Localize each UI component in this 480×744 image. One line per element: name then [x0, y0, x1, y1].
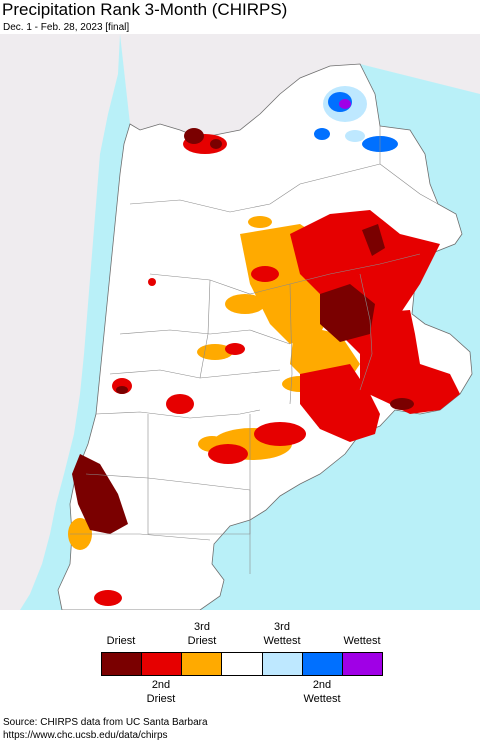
legend-label-third-wettest: 3rd Wettest [263, 621, 301, 647]
legend-swatch-driest [102, 653, 143, 675]
map-title: Precipitation Rank 3-Month (CHIRPS) [2, 0, 288, 19]
northern-outside-land [120, 34, 480, 138]
legend-swatch-third-wettest [262, 653, 303, 675]
legend-swatch-second-driest [142, 653, 183, 675]
western-land [0, 34, 120, 610]
legend-label-driest: Driest [106, 635, 136, 647]
legend-label-third-driest: 3rd Driest [187, 621, 217, 647]
legend-label-second-wettest: 2nd Wettest [303, 679, 341, 705]
map-subtitle: Dec. 1 - Feb. 28, 2023 [final] [3, 22, 130, 33]
legend-swatch-wettest [342, 653, 382, 675]
legend-swatch-normal [222, 653, 263, 675]
legend-swatch-third-driest [182, 653, 223, 675]
source-url: https://www.chc.ucsb.edu/data/chirps [3, 730, 168, 741]
source-credit: Source: CHIRPS data from UC Santa Barbar… [3, 717, 208, 728]
legend-color-bar [101, 652, 383, 676]
province-borders [70, 126, 439, 574]
legend-label-second-driest: 2nd Driest [146, 679, 176, 705]
precipitation-rank-map [0, 34, 480, 610]
dry-first [72, 128, 414, 534]
legend-label-wettest: Wettest [343, 635, 381, 647]
legend-swatch-second-wettest [302, 653, 343, 675]
